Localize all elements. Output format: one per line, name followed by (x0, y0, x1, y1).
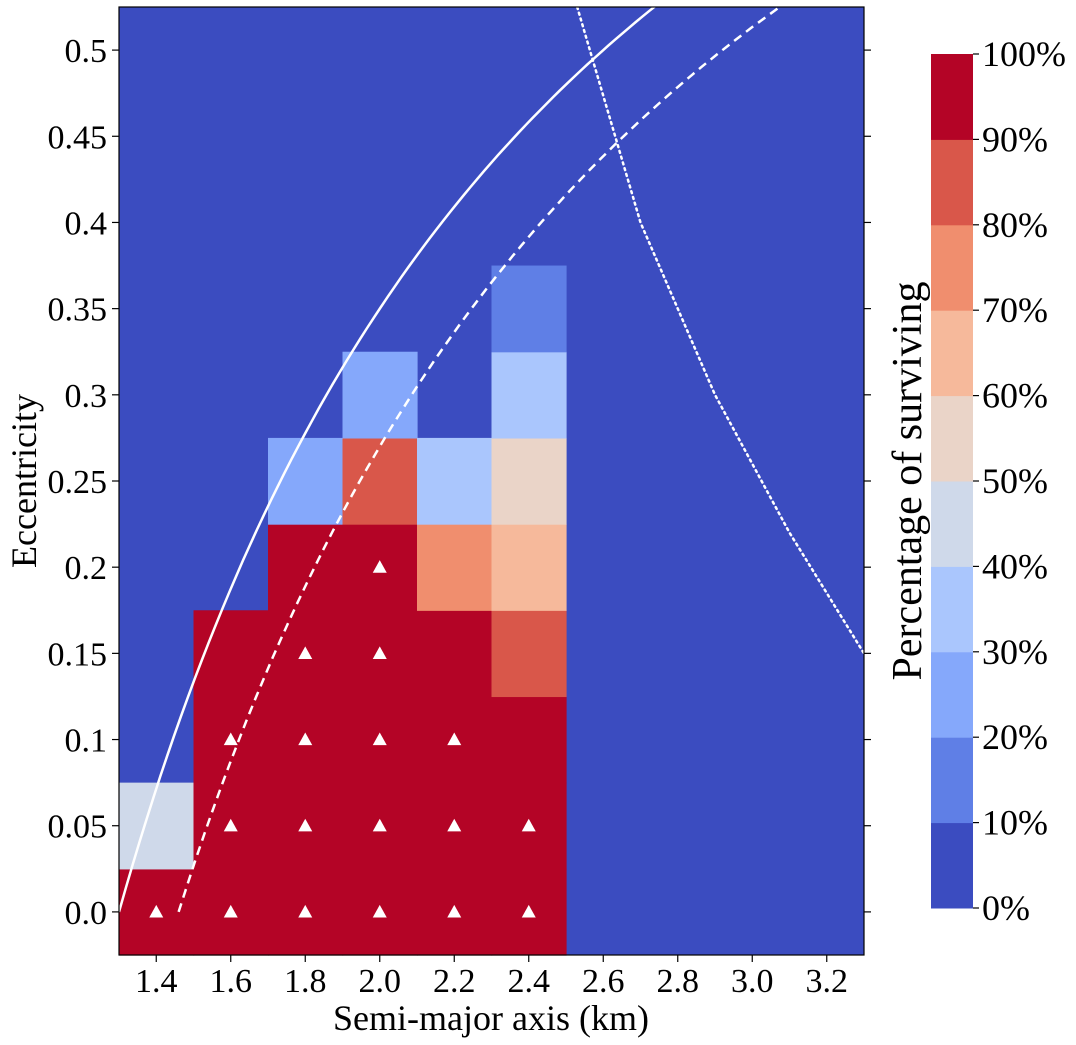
y-tick-label: 0.0 (65, 895, 108, 932)
heatmap-cell (268, 524, 344, 611)
x-tick-label: 1.8 (284, 963, 327, 1000)
y-axis: 0.0 0.05 0.1 0.15 0.2 0.25 0.3 0.35 0.4 0.45 0.5 (48, 33, 871, 932)
full-survival-marker (521, 818, 536, 832)
plot-area (118, 6, 865, 956)
heatmap-cell (417, 437, 493, 525)
colorbar-segment (931, 651, 973, 738)
full-survival-marker (447, 904, 462, 918)
full-survival-marker (447, 818, 462, 832)
colorbar: 0% 10% 20% 30% 40% 50% 60% 70% 80% 90% 100% (931, 34, 1066, 928)
colorbar-segment (931, 822, 973, 909)
colorbar-segment (931, 224, 973, 311)
x-tick-label: 2.4 (508, 963, 551, 1000)
colorbar-tick-label: 100% (982, 34, 1066, 74)
colorbar-label: Percentage of surviving (885, 282, 931, 681)
heatmap-cell (119, 782, 195, 870)
curve-dashed (177, 7, 782, 913)
heatmap-cell (417, 610, 493, 698)
colorbar-segment (931, 54, 973, 140)
colorbar-segment (931, 310, 973, 397)
curve-solid (119, 7, 657, 913)
y-axis-label: Eccentricity (4, 394, 44, 568)
x-tick-label: 3.2 (806, 963, 849, 1000)
full-survival-marker (223, 732, 238, 746)
full-survival-marker (223, 818, 238, 832)
heatmap-cell (193, 610, 269, 698)
y-tick-label: 0.2 (65, 550, 108, 587)
full-survival-marker (372, 646, 387, 659)
full-survival-marker (372, 560, 387, 573)
colorbar-segment (931, 395, 973, 482)
colorbar-tick-label: 20% (982, 717, 1048, 757)
heatmap-cell (491, 351, 567, 439)
full-survival-marker (372, 818, 387, 832)
colorbar-tick-label: 40% (982, 546, 1048, 586)
full-survival-marker (149, 904, 164, 918)
colorbar-tick-label: 60% (982, 376, 1048, 416)
colorbar-tick-label: 80% (982, 205, 1048, 245)
colorbar-tick-label: 70% (982, 290, 1048, 330)
heatmap-cell (491, 265, 567, 353)
x-tick-label: 2.0 (359, 963, 402, 1000)
colorbar-tick-label: 10% (982, 803, 1048, 843)
x-tick-label: 2.2 (433, 963, 476, 1000)
full-survival-marker (298, 904, 313, 918)
full-survival-marker (223, 904, 238, 918)
y-tick-label: 0.45 (48, 119, 108, 156)
colorbar-tick-label: 90% (982, 119, 1048, 159)
x-axis-label: Semi-major axis (km) (333, 998, 649, 1038)
colorbar-segment (931, 481, 973, 567)
colorbar-segment (931, 139, 973, 226)
y-tick-label: 0.4 (65, 205, 108, 242)
x-tick-label: 1.4 (135, 963, 178, 1000)
x-tick-label: 1.6 (210, 963, 253, 1000)
x-axis: 1.4 1.6 1.8 2.0 2.2 2.4 2.6 2.8 3.0 3.2 (135, 955, 848, 1000)
heatmap-cell (491, 696, 567, 784)
heatmap-cell (342, 351, 418, 439)
y-tick-label: 0.3 (65, 378, 108, 415)
full-survival-marker (298, 646, 313, 659)
heatmap-cell (491, 610, 567, 698)
y-tick-label: 0.25 (48, 464, 108, 501)
colorbar-tick-label: 0% (982, 888, 1030, 928)
y-tick-label: 0.35 (48, 292, 108, 329)
heatmap-cell (417, 524, 493, 611)
x-tick-label: 2.6 (582, 963, 625, 1000)
y-tick-label: 0.05 (48, 809, 108, 846)
colorbar-segment (931, 566, 973, 653)
y-tick-label: 0.1 (65, 723, 108, 760)
full-survival-marker (298, 818, 313, 832)
colorbar-tick-label: 50% (982, 461, 1048, 501)
curve-dotted (575, 7, 864, 655)
full-survival-marker (372, 904, 387, 918)
x-tick-label: 2.8 (657, 963, 700, 1000)
full-survival-marker (521, 904, 536, 918)
colorbar-segment (931, 737, 973, 824)
x-tick-label: 3.0 (731, 963, 774, 1000)
full-survival-marker (298, 732, 313, 746)
heatmap-cell (342, 437, 418, 525)
heatmap-cell (491, 437, 567, 525)
heatmap-cell (491, 524, 567, 611)
full-survival-marker (372, 732, 387, 746)
y-tick-label: 0.15 (48, 636, 108, 673)
colorbar-tick-label: 30% (982, 632, 1048, 672)
y-tick-label: 0.5 (65, 33, 108, 70)
full-survival-marker (447, 732, 462, 746)
